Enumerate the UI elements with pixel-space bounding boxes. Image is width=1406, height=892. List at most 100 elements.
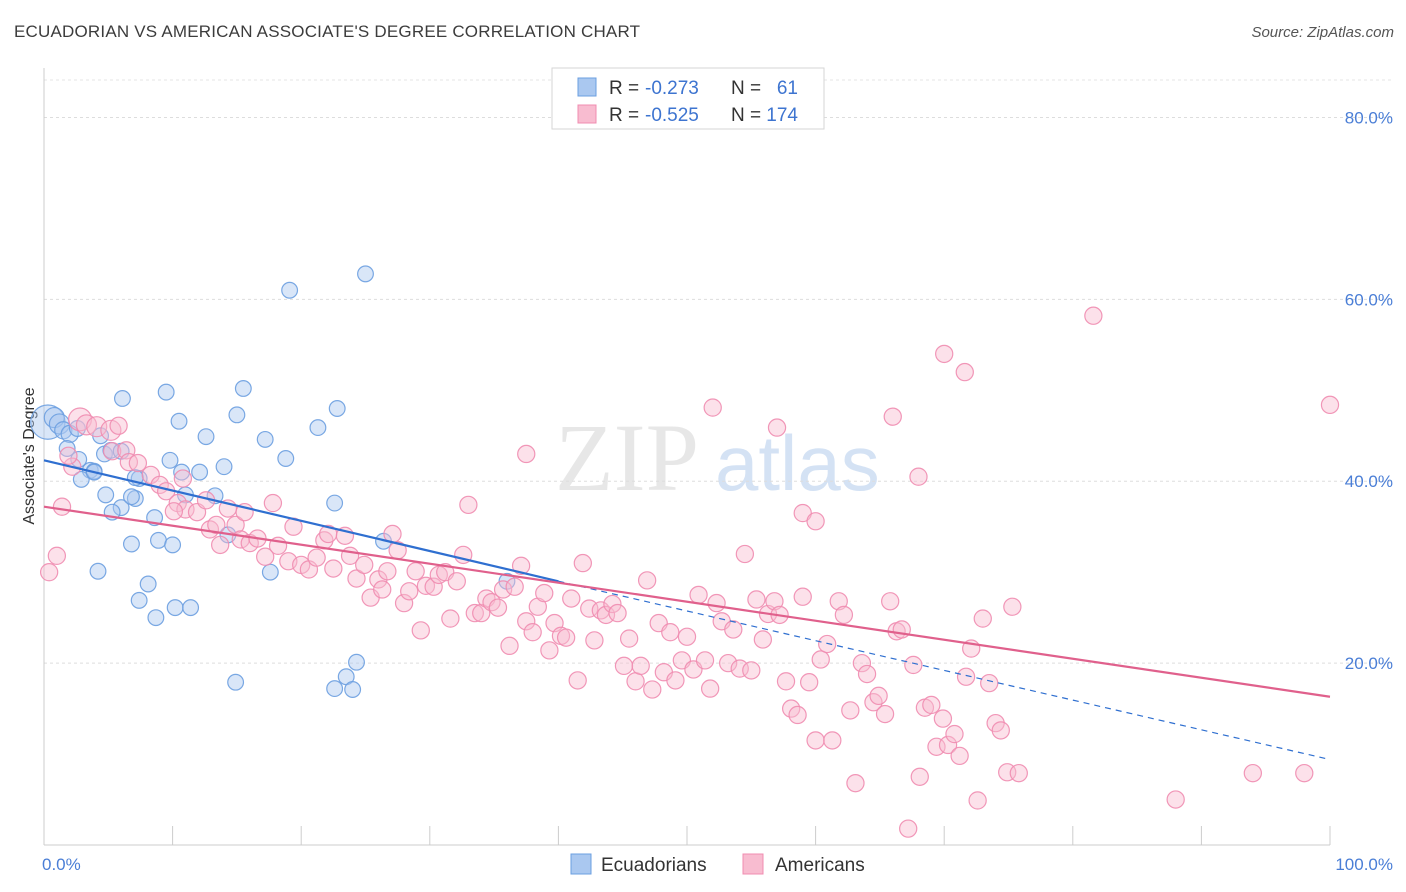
american-point: [661, 623, 680, 642]
american-point: [857, 664, 877, 684]
ecuadorian-point: [112, 499, 130, 517]
american-point: [535, 583, 554, 603]
series-legend-swatch: [742, 853, 764, 875]
american-point: [846, 773, 865, 793]
legend-n-label: N =: [731, 105, 761, 126]
american-point: [767, 418, 787, 437]
y-tick-labels: 20.0% 40.0% 60.0% 80.0%: [1345, 108, 1393, 673]
ecuadorian-point: [122, 488, 140, 506]
ecuadorian-point: [113, 390, 131, 407]
american-point: [753, 630, 773, 649]
american-point: [852, 653, 872, 673]
american-point: [207, 515, 226, 535]
ecuadorian-point: [277, 450, 295, 467]
ecuadorian-point: [348, 653, 365, 671]
ecuadorian-point: [89, 562, 107, 580]
ecuadorian-point: [139, 575, 157, 593]
american-point: [935, 344, 954, 364]
american-point: [562, 589, 581, 608]
american-point: [406, 562, 425, 581]
american-point: [1320, 395, 1340, 415]
american-point: [1084, 306, 1103, 325]
ecuadorian-point: [164, 536, 182, 554]
american-point: [730, 659, 749, 678]
american-point: [608, 603, 627, 623]
legend-swatch: [577, 104, 597, 124]
american-point: [834, 605, 854, 625]
american-point: [573, 553, 593, 573]
american-point: [933, 709, 953, 728]
american-point: [909, 467, 928, 486]
american-point: [465, 603, 484, 623]
american-point: [922, 695, 941, 715]
ecuadorian-point: [215, 458, 233, 476]
ecuadorian-point: [281, 281, 299, 299]
american-point: [441, 609, 460, 628]
american-point: [324, 559, 343, 578]
american-point: [841, 701, 860, 720]
ecuadorian-point: [182, 599, 200, 617]
legend-r-label: R =: [609, 78, 639, 99]
ecuadorian-point: [234, 380, 252, 397]
legend-r-value: -0.525: [645, 105, 699, 126]
american-point: [793, 587, 812, 606]
y-tick-label: 60.0%: [1345, 290, 1393, 309]
american-point: [568, 671, 587, 690]
series-legend-label: Americans: [775, 855, 865, 876]
american-point: [39, 563, 59, 582]
ecuadorian-point: [326, 494, 344, 512]
y-axis-label: Associate's Degree: [21, 387, 38, 524]
american-point: [666, 671, 685, 690]
legend-n-value: 174: [766, 105, 798, 126]
gridlines: [44, 79, 1392, 664]
american-point: [793, 503, 812, 523]
american-point: [742, 661, 761, 680]
american-point: [927, 737, 946, 756]
ecuadorian-point: [261, 563, 279, 581]
american-point: [637, 571, 657, 590]
american-point: [695, 651, 715, 670]
american-point: [67, 407, 93, 432]
legend-r-value: -0.273: [645, 78, 699, 99]
watermark: ZIP atlas: [555, 404, 880, 511]
american-point: [904, 655, 923, 675]
american-point: [724, 620, 743, 639]
american-point: [626, 672, 645, 691]
american-point: [128, 453, 148, 473]
american-point: [811, 650, 830, 669]
american-point: [735, 544, 755, 564]
chart-source: Source: ZipAtlas.com: [1251, 24, 1394, 41]
american-point: [614, 656, 634, 676]
american-point: [603, 594, 622, 614]
american-point: [86, 416, 108, 438]
american-point: [806, 512, 825, 531]
american-point: [689, 585, 708, 605]
series-legend-label: Ecuadorians: [601, 855, 707, 876]
x-tick-labels: 0.0% 100.0%: [42, 855, 1393, 874]
american-point: [109, 416, 128, 435]
american-point: [307, 548, 326, 567]
ecuadorian-point: [72, 470, 90, 488]
series-legend: Ecuadorians Americans: [570, 853, 865, 876]
american-point: [256, 547, 275, 566]
ecuadorian-point: [147, 609, 165, 627]
axes: [43, 68, 1331, 846]
american-point: [1003, 597, 1022, 616]
american-point: [373, 580, 392, 599]
american-point: [631, 656, 650, 676]
ecuadorian-point: [122, 535, 140, 553]
american-point: [1295, 763, 1314, 783]
american-point: [394, 593, 414, 613]
american-point: [347, 569, 366, 588]
american-point: [263, 493, 283, 513]
american-point: [703, 398, 722, 417]
american-point: [883, 407, 902, 426]
legend-box: [551, 67, 825, 130]
ecuadorian-point: [70, 450, 88, 468]
american-point: [718, 653, 738, 673]
american-point: [968, 791, 987, 810]
american-point: [517, 444, 536, 464]
american-point: [881, 592, 900, 611]
american-point: [938, 735, 958, 755]
